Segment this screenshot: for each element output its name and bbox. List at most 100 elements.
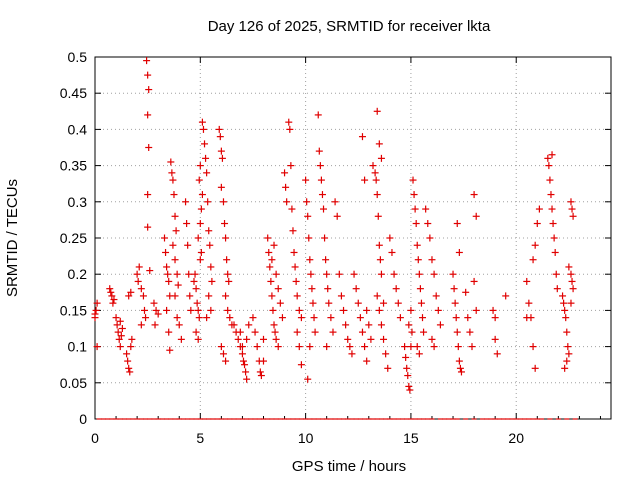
data-point xyxy=(222,292,230,300)
data-point xyxy=(283,198,291,206)
data-point xyxy=(409,176,417,184)
data-point xyxy=(93,343,101,351)
data-point xyxy=(151,321,159,329)
data-point xyxy=(224,306,232,314)
data-point xyxy=(348,350,356,358)
data-point xyxy=(116,343,124,351)
data-point xyxy=(565,350,573,358)
data-point xyxy=(125,292,133,300)
data-point xyxy=(493,350,501,358)
data-point xyxy=(454,343,462,351)
data-point xyxy=(259,335,267,343)
y-tick-label: 0 xyxy=(79,411,87,427)
data-point xyxy=(406,386,414,394)
data-point xyxy=(464,314,472,322)
data-point xyxy=(271,328,279,336)
data-point xyxy=(133,270,141,278)
data-point xyxy=(567,299,575,307)
data-point xyxy=(217,183,225,191)
data-point xyxy=(419,314,427,322)
data-point xyxy=(171,292,179,300)
data-point xyxy=(145,144,153,151)
data-point xyxy=(417,299,425,307)
data-point xyxy=(373,292,381,300)
data-point xyxy=(154,310,162,318)
data-point xyxy=(173,270,181,278)
data-point xyxy=(144,191,152,199)
data-point xyxy=(165,328,173,336)
data-point xyxy=(162,248,170,256)
data-point xyxy=(363,357,371,365)
y-tick-label: 0.3 xyxy=(68,194,88,210)
data-point xyxy=(331,198,339,206)
data-point xyxy=(123,350,131,358)
data-point xyxy=(197,205,205,213)
data-point xyxy=(198,191,206,199)
data-point xyxy=(110,296,118,304)
data-point xyxy=(303,198,311,206)
data-point xyxy=(195,314,203,322)
data-point xyxy=(402,353,410,361)
data-point xyxy=(553,285,561,293)
data-point xyxy=(191,270,199,278)
x-tick-label: 15 xyxy=(403,430,419,446)
data-point xyxy=(390,270,398,278)
data-point xyxy=(107,288,115,296)
data-point xyxy=(289,227,297,235)
data-point xyxy=(287,162,295,170)
data-series xyxy=(91,57,577,394)
data-point xyxy=(550,234,558,242)
data-point xyxy=(561,364,569,372)
data-point xyxy=(302,176,310,184)
data-point xyxy=(535,205,543,213)
data-point xyxy=(377,321,385,329)
data-point xyxy=(170,191,178,199)
data-point xyxy=(424,220,432,228)
data-point xyxy=(184,241,192,249)
data-point xyxy=(306,256,314,264)
data-point xyxy=(206,241,214,249)
data-point xyxy=(432,292,440,300)
data-point xyxy=(404,372,412,380)
data-point xyxy=(226,314,234,322)
data-point xyxy=(309,299,317,307)
data-point xyxy=(491,314,499,322)
data-point xyxy=(288,205,296,213)
data-point xyxy=(428,335,436,343)
data-point xyxy=(436,321,444,329)
data-point xyxy=(315,147,323,155)
data-point xyxy=(308,285,316,293)
data-point xyxy=(293,328,301,336)
data-point xyxy=(163,306,171,314)
data-point xyxy=(282,183,290,191)
data-point xyxy=(204,198,212,206)
data-point xyxy=(274,343,282,351)
data-point xyxy=(140,306,148,314)
data-point xyxy=(340,306,348,314)
data-point xyxy=(415,270,423,278)
data-point xyxy=(225,277,233,285)
data-point xyxy=(270,241,278,249)
data-point xyxy=(295,343,303,351)
data-point xyxy=(166,346,174,354)
data-point xyxy=(208,277,216,285)
data-point xyxy=(376,256,384,264)
data-point xyxy=(327,314,335,322)
data-point xyxy=(142,314,150,322)
data-point xyxy=(203,314,211,322)
data-point xyxy=(297,361,305,369)
data-point xyxy=(118,325,126,332)
data-point xyxy=(146,267,154,275)
data-point xyxy=(125,364,133,372)
data-point xyxy=(407,306,415,314)
data-point xyxy=(384,364,392,372)
data-point xyxy=(559,292,567,300)
data-point xyxy=(401,343,409,351)
data-point xyxy=(106,285,114,293)
data-point xyxy=(305,234,313,242)
data-point xyxy=(455,357,463,365)
data-point xyxy=(405,321,413,329)
data-point xyxy=(314,111,322,119)
data-point xyxy=(234,335,242,343)
